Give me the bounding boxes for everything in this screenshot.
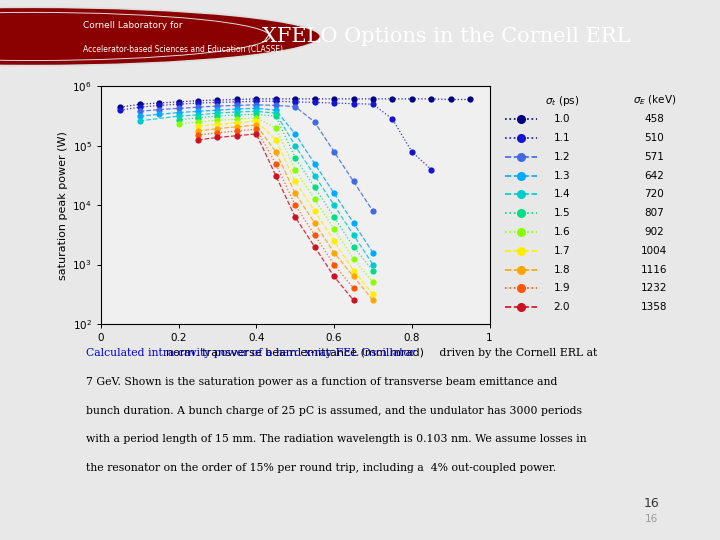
Text: 1232: 1232 [641, 284, 667, 293]
Text: Accelerator-based Sciences and Education (CLASSE): Accelerator-based Sciences and Education… [83, 45, 283, 54]
Text: 510: 510 [644, 133, 664, 143]
Text: Calculated intra-cavity power of a hard x-ray FEL Oscillator: Calculated intra-cavity power of a hard … [86, 348, 415, 359]
Text: 571: 571 [644, 152, 665, 162]
Text: $\sigma_E$ (keV): $\sigma_E$ (keV) [633, 93, 676, 107]
Text: 1358: 1358 [641, 302, 667, 312]
Text: bunch duration. A bunch charge of 25 pC is assumed, and the undulator has 3000 p: bunch duration. A bunch charge of 25 pC … [86, 406, 582, 416]
Text: Cornell Laboratory for: Cornell Laboratory for [83, 21, 182, 30]
Text: 1.6: 1.6 [554, 227, 570, 237]
Text: 2.0: 2.0 [554, 302, 570, 312]
Text: 458: 458 [644, 114, 665, 124]
Text: the resonator on the order of 15% per round trip, including a  4% out-coupled po: the resonator on the order of 15% per ro… [86, 463, 557, 473]
Text: 807: 807 [644, 208, 664, 218]
Y-axis label: saturation peak power (W): saturation peak power (W) [58, 131, 68, 280]
Text: $\sigma_t$ (ps): $\sigma_t$ (ps) [545, 93, 579, 107]
Text: 1116: 1116 [641, 265, 667, 274]
Text: 1004: 1004 [642, 246, 667, 256]
Text: 1.1: 1.1 [554, 133, 570, 143]
Text: XFELO Options in the Cornell ERL: XFELO Options in the Cornell ERL [262, 27, 631, 46]
Text: driven by the Cornell ERL at: driven by the Cornell ERL at [436, 348, 597, 359]
Text: 1.3: 1.3 [554, 171, 570, 180]
Text: 1.5: 1.5 [554, 208, 570, 218]
Text: 1.9: 1.9 [554, 284, 570, 293]
X-axis label: norm. transverse beam emittance (mm mrad): norm. transverse beam emittance (mm mrad… [166, 347, 424, 357]
Text: 642: 642 [644, 171, 665, 180]
Text: 720: 720 [644, 190, 664, 199]
Text: 1.2: 1.2 [554, 152, 570, 162]
Text: 7 GeV. Shown is the saturation power as a function of transverse beam emittance : 7 GeV. Shown is the saturation power as … [86, 377, 558, 387]
Text: 16: 16 [645, 514, 658, 524]
Text: 1.7: 1.7 [554, 246, 570, 256]
Text: 902: 902 [644, 227, 664, 237]
Text: 1.8: 1.8 [554, 265, 570, 274]
Text: 16: 16 [644, 497, 660, 510]
Text: 1.4: 1.4 [554, 190, 570, 199]
Text: with a period length of 15 mm. The radiation wavelength is 0.103 nm. We assume l: with a period length of 15 mm. The radia… [86, 434, 587, 444]
Circle shape [0, 7, 320, 65]
Text: 1.0: 1.0 [554, 114, 570, 124]
